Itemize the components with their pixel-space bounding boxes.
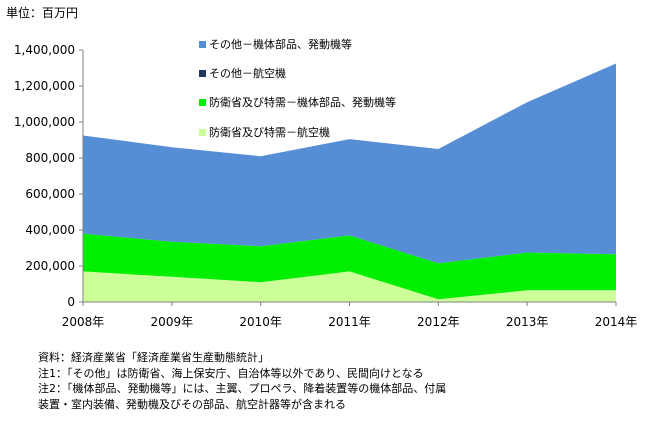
note-1: 注1：「その他」は防衛省、海上保安庁、自治体等以外であり、民間向けとなる [38, 366, 424, 380]
notes: 資料：経済産業省「経済産業省生産動態統計」 注1：「その他」は防衛省、海上保安庁… [38, 350, 446, 412]
area-series-3 [83, 63, 616, 264]
legend-swatch-defense-parts [199, 98, 206, 106]
note-source: 資料：経済産業省「経済産業省生産動態統計」 [38, 351, 269, 364]
legend-swatch-other-parts [199, 40, 206, 48]
y-tick-label: 600,000 [25, 187, 75, 201]
y-tick-label: 200,000 [25, 259, 75, 273]
x-tick-label: 2014年 [595, 315, 638, 329]
x-tick-label: 2010年 [239, 315, 282, 329]
legend-item-other-aircraft: その他－航空機 [199, 65, 286, 81]
y-tick-label: 1,000,000 [14, 115, 75, 129]
y-tick-label: 0 [67, 295, 75, 309]
legend-label-other-aircraft: その他－航空機 [209, 67, 286, 80]
note-2-continued: 装置・室内装備、発動機及びその部品、航空計器等が含まれる [38, 397, 346, 411]
area-series-0 [83, 271, 616, 302]
note-2: 注2：「機体部品、発動機等」には、主翼、プロペラ、降着装置等の機体部品、付属 [38, 382, 447, 396]
y-tick-label: 400,000 [25, 223, 75, 237]
y-tick-label: 1,400,000 [14, 43, 75, 57]
area-series-1 [83, 233, 616, 300]
legend-item-defense-parts: 防衛省及び特需－機体部品、発動機等 [199, 94, 396, 110]
y-tick-label: 800,000 [25, 151, 75, 165]
y-tick-label: 1,200,000 [14, 79, 75, 93]
x-tick-label: 2008年 [62, 315, 105, 329]
x-tick-label: 2013年 [506, 315, 549, 329]
unit-label: 単位：百万円 [6, 6, 79, 20]
legend-item-defense-aircraft: 防衛省及び特需－航空機 [199, 124, 330, 140]
legend-label-defense-aircraft: 防衛省及び特需－航空機 [209, 126, 330, 139]
x-tick-label: 2012年 [417, 315, 460, 329]
legend-swatch-other-aircraft [199, 69, 206, 77]
chart: 0 200,000 400,000 600,000 800,000 1,000,000 1,… [14, 43, 638, 329]
legend-label-defense-parts: 防衛省及び特需－機体部品、発動機等 [209, 96, 396, 109]
legend-label-other-parts: その他－機体部品、発動機等 [209, 38, 352, 51]
legend-swatch-defense-aircraft [199, 128, 206, 136]
x-tick-label: 2009年 [151, 315, 194, 329]
x-tick-label: 2011年 [328, 315, 371, 329]
legend-item-other-parts: その他－機体部品、発動機等 [199, 36, 352, 52]
